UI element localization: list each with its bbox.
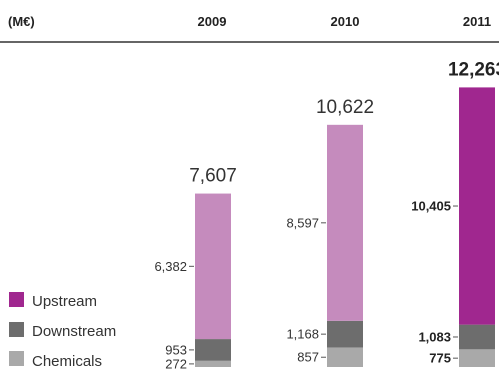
bar-downstream-2009 [195,339,231,361]
year-header-2011: 2011 [463,14,491,29]
bar-chemicals-2011 [459,349,495,367]
unit-label: (M€) [8,14,35,29]
bar-upstream-2010 [327,124,363,321]
legend-label-chemicals: Chemicals [32,353,102,370]
value-label-chemicals-2010: 857 [297,350,319,365]
year-header-2010: 2010 [331,14,360,29]
value-label-upstream-2009: 6,382 [154,259,187,274]
value-label-upstream-2010: 8,597 [286,215,319,230]
total-label-2011: 12,263 [448,59,499,80]
legend-label-downstream: Downstream [32,323,116,340]
value-label-downstream-2009: 953 [165,342,187,357]
bar-downstream-2010 [327,320,363,348]
value-label-downstream-2010: 1,168 [286,327,319,342]
legend-swatch-chemicals [9,351,24,366]
value-label-chemicals-2009: 272 [165,356,187,371]
bar-upstream-2009 [195,193,231,340]
value-label-upstream-2011: 10,405 [411,199,451,214]
bar-upstream-2011 [459,87,495,325]
bar-chemicals-2009 [195,360,231,367]
legend: Upstream Downstream Chemicals [9,292,116,370]
legend-label-upstream: Upstream [32,293,97,310]
bar-chemicals-2010 [327,347,363,367]
bar-downstream-2011 [459,324,495,350]
legend-swatch-downstream [9,322,24,337]
year-header-2009: 2009 [198,14,227,29]
total-label-2009: 7,607 [189,166,237,187]
total-label-2010: 10,622 [316,97,374,118]
legend-swatch-upstream [9,292,24,307]
value-label-downstream-2011: 1,083 [418,329,451,344]
value-label-chemicals-2011: 775 [429,351,451,366]
